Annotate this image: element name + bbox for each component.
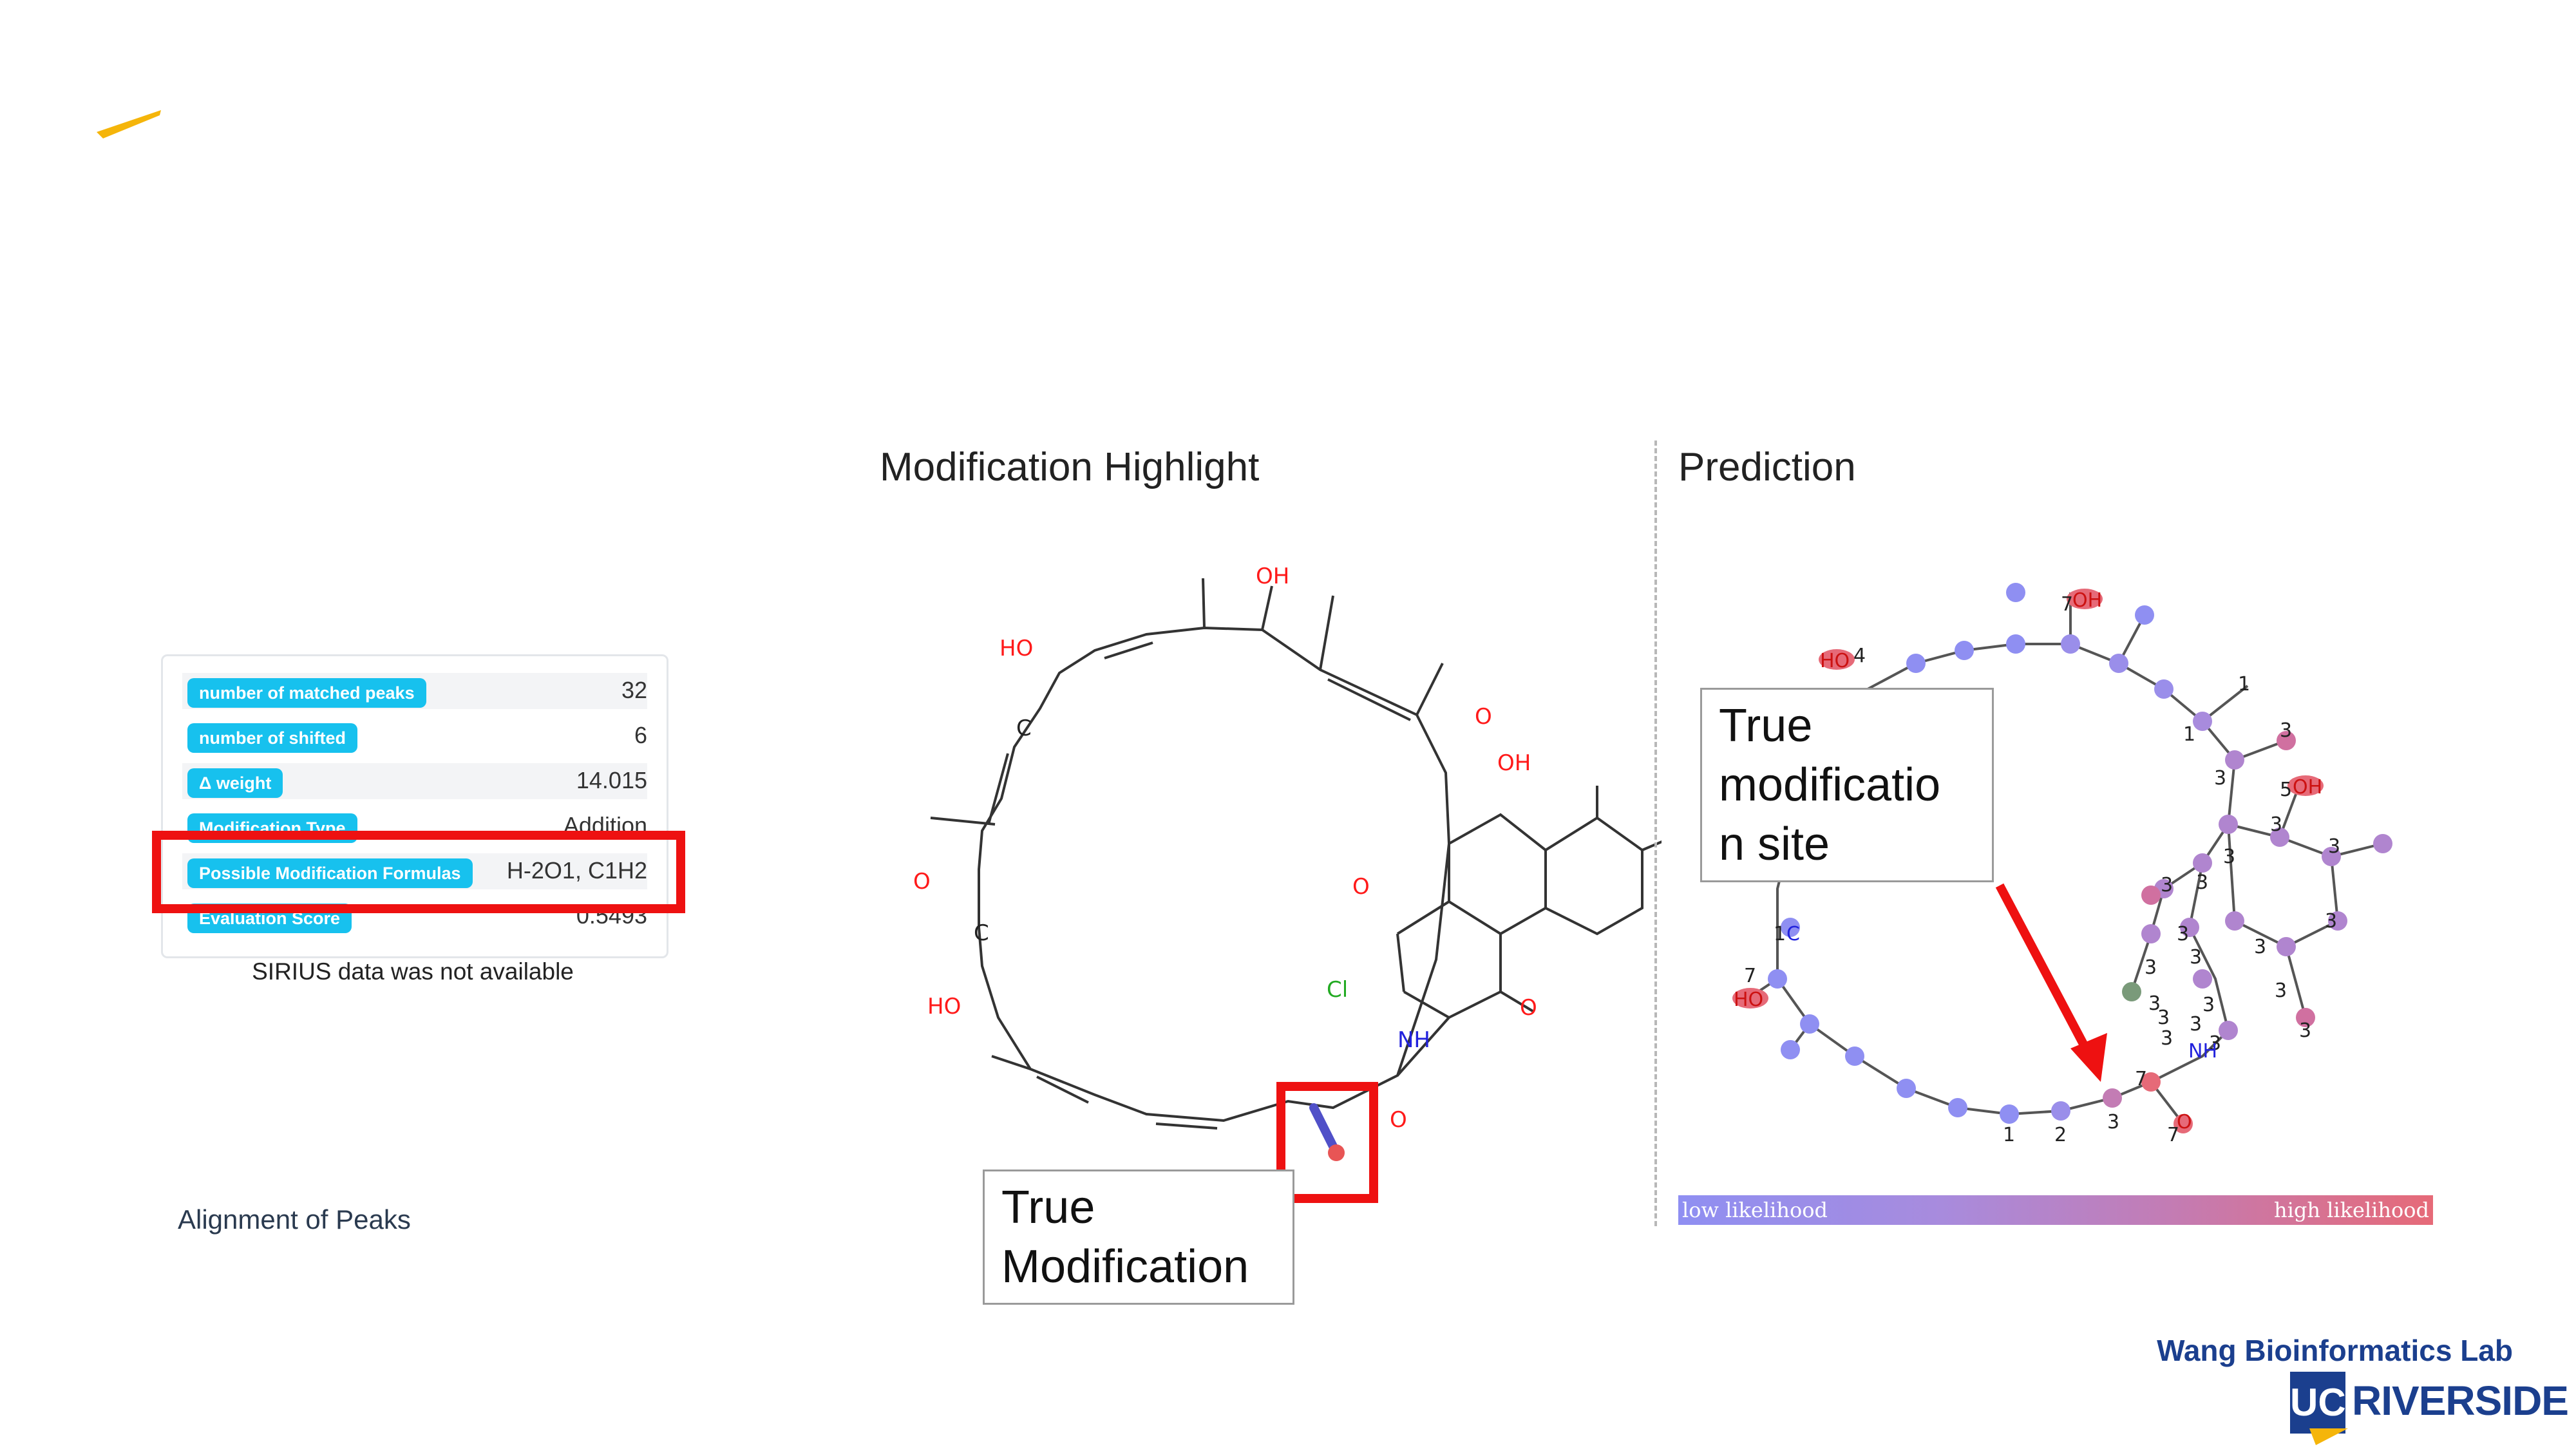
atom-label: NH — [1397, 1027, 1430, 1053]
stat-label: Δ weight — [187, 768, 283, 798]
callout-line: modificatio — [1719, 759, 1941, 811]
atom-label: C — [974, 920, 989, 946]
atom-label: HO — [927, 994, 961, 1019]
modification-molecule: OH HO O OH O O HO O O C C Cl NH — [913, 564, 1662, 1161]
atom-label: O — [1352, 874, 1370, 900]
prediction-title: Prediction — [1678, 445, 1856, 489]
stat-label: number of matched peaks — [187, 678, 426, 708]
formula-highlight-box — [152, 831, 685, 913]
panel-divider — [1654, 440, 1657, 1226]
atom-label: 7 — [2135, 1068, 2147, 1090]
atom-label: 3 — [2328, 835, 2340, 858]
atom-label: O — [913, 869, 931, 895]
true-modification-callout: True Modification — [983, 1170, 1294, 1305]
atom-label: 7 — [2167, 1124, 2179, 1146]
atom-label: 3 — [2190, 946, 2202, 969]
atom-label: 3 — [2209, 1032, 2221, 1055]
atom-label: HO — [999, 636, 1033, 661]
stat-label: Possible Modification Formulas — [187, 858, 473, 888]
atom-label: 3 — [2270, 813, 2282, 836]
atom-label: 3 — [2177, 923, 2189, 945]
atom-label: 3 — [2223, 846, 2235, 868]
atom-label: OH — [2072, 589, 2102, 612]
stat-row-shifted: number of shifted 6 — [182, 718, 647, 754]
stat-row-matched-peaks: number of matched peaks 32 — [182, 673, 647, 709]
callout-line: True — [1719, 700, 1813, 752]
atom-label: 3 — [2254, 936, 2266, 958]
atom-label: 3 — [2161, 1027, 2173, 1050]
atom-label: 3 — [2214, 767, 2226, 790]
atom-label: 3 — [2148, 992, 2161, 1015]
atom-label: C — [1016, 715, 1032, 741]
riverside-wordmark: RIVERSIDE — [2352, 1378, 2569, 1424]
atom-label: 1 — [1774, 923, 1786, 945]
sirius-note: SIRIUS data was not available — [252, 958, 574, 985]
stat-value: 14.015 — [576, 767, 647, 793]
atom-label: OH — [1497, 750, 1531, 776]
atom-label: 2 — [2054, 1124, 2067, 1146]
callout-line: True — [1001, 1182, 1095, 1233]
atom-label: O — [1520, 995, 1537, 1021]
atom-label: O — [1475, 704, 1492, 730]
colorbar-high-label: high likelihood — [2274, 1198, 2429, 1222]
prediction-molecule: 7 OH HO 4 1 1 3 3 5 OH 3 3 3 3 3 3 3 3 3… — [1732, 583, 2392, 1146]
stat-value: 6 — [634, 722, 647, 748]
alignment-of-peaks-link[interactable]: Alignment of Peaks — [178, 1204, 411, 1235]
stat-value: H-2O1, C1H2 — [506, 857, 647, 884]
callout-line: Modification — [1001, 1241, 1249, 1293]
colorbar-low-label: low likelihood — [1682, 1198, 1828, 1222]
atom-label: 1 — [2183, 723, 2195, 746]
logo-slash-icon — [97, 110, 161, 138]
gold-underline-icon — [2309, 1428, 2348, 1445]
atom-label: 4 — [1853, 645, 1866, 667]
atom-label: 3 — [2190, 1013, 2202, 1036]
atom-label: 3 — [2202, 994, 2215, 1016]
atom-label: 7 — [1744, 965, 1756, 987]
atom-label: 1 — [2238, 673, 2250, 696]
atom-label: 3 — [2107, 1111, 2119, 1133]
atom-label: C — [1786, 923, 1800, 945]
atom-label: 3 — [2299, 1019, 2311, 1042]
stat-row-delta-weight: Δ weight 14.015 — [182, 763, 647, 799]
atom-label: 5 — [2280, 779, 2292, 801]
atom-label: 3 — [2196, 871, 2208, 894]
atom-label: 3 — [2161, 874, 2173, 896]
atom-label: OH — [2293, 776, 2322, 799]
atom-label: 3 — [2145, 956, 2157, 979]
atom-label: O — [1390, 1107, 1407, 1133]
atom-label: Cl — [1327, 977, 1348, 1003]
modification-highlight-title: Modification Highlight — [880, 445, 1260, 489]
atom-label: HO — [1820, 650, 1850, 672]
stat-row-modification-formulas: Possible Modification Formulas H-2O1, C1… — [182, 853, 647, 889]
atom-label: 3 — [2157, 1007, 2170, 1029]
atom-label: 3 — [2280, 719, 2292, 742]
atom-label: O — [2177, 1111, 2192, 1133]
atom-label: 3 — [2275, 980, 2287, 1002]
callout-line: n site — [1719, 819, 1830, 870]
uc-riverside-logo: UC RIVERSIDE — [2290, 1372, 2569, 1445]
atom-label: NH — [2188, 1040, 2217, 1063]
atom-label: 1 — [2003, 1124, 2015, 1146]
atom-label: 3 — [2325, 910, 2337, 933]
atom-label: HO — [1734, 989, 1763, 1011]
uc-mark: UC — [2290, 1372, 2346, 1434]
true-modification-site-callout: True modificatio n site — [1700, 688, 1994, 882]
likelihood-colorbar: low likelihood high likelihood — [1678, 1195, 2433, 1225]
lab-name: Wang Bioinformatics Lab — [2157, 1334, 2513, 1367]
atom-label: 7 — [2061, 593, 2073, 616]
stat-label: number of shifted — [187, 723, 357, 753]
atom-label: OH — [1256, 564, 1289, 589]
stat-value: 32 — [621, 677, 647, 703]
